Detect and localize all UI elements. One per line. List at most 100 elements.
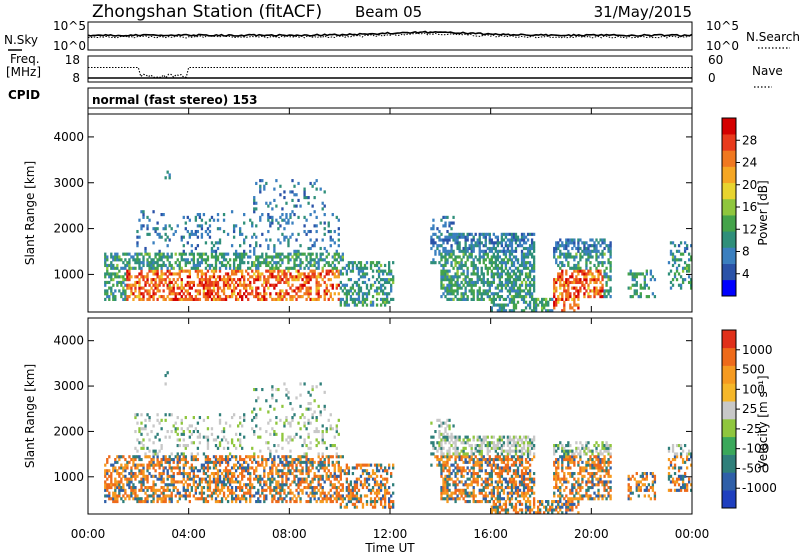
heatmap-cell bbox=[356, 486, 358, 489]
heatmap-cell bbox=[513, 284, 515, 287]
heatmap-cell bbox=[386, 295, 388, 298]
heatmap-cell bbox=[307, 469, 309, 472]
heatmap-cell bbox=[301, 480, 303, 483]
heatmap-cell bbox=[519, 270, 521, 273]
heatmap-cell bbox=[324, 466, 326, 469]
heatmap-cell bbox=[261, 284, 263, 287]
heatmap-cell bbox=[199, 224, 201, 227]
heatmap-cell bbox=[370, 264, 372, 267]
heatmap-cell bbox=[324, 480, 326, 483]
heatmap-cell bbox=[152, 452, 154, 455]
heatmap-cell bbox=[158, 281, 160, 284]
heatmap-cell bbox=[239, 278, 241, 281]
heatmap-cell bbox=[305, 275, 307, 278]
heatmap-cell bbox=[595, 255, 597, 258]
heatmap-cell bbox=[167, 478, 169, 481]
heatmap-cell bbox=[257, 287, 259, 290]
heatmap-cell bbox=[589, 244, 591, 247]
heatmap-cell bbox=[438, 461, 440, 464]
heatmap-cell bbox=[483, 275, 485, 278]
heatmap-cell bbox=[328, 289, 330, 292]
heatmap-cell bbox=[239, 295, 241, 298]
heatmap-cell bbox=[235, 458, 237, 461]
heatmap-cell bbox=[460, 475, 462, 478]
heatmap-cell bbox=[525, 295, 527, 298]
heatmap-cell bbox=[199, 255, 201, 258]
heatmap-cell bbox=[299, 289, 301, 292]
heatmap-cell bbox=[491, 298, 493, 301]
heatmap-cell bbox=[334, 486, 336, 489]
heatmap-cell bbox=[607, 250, 609, 253]
heatmap-cell bbox=[213, 475, 215, 478]
heatmap-cell bbox=[609, 250, 611, 253]
heatmap-cell bbox=[595, 244, 597, 247]
heatmap-cell bbox=[118, 492, 120, 495]
heatmap-cell bbox=[285, 500, 287, 503]
heatmap-cell bbox=[567, 284, 569, 287]
heatmap-cell bbox=[136, 241, 138, 244]
heatmap-cell bbox=[273, 284, 275, 287]
heatmap-cell bbox=[152, 284, 154, 287]
heatmap-cell bbox=[277, 255, 279, 258]
heatmap-cell bbox=[507, 278, 509, 281]
heatmap-cell bbox=[688, 270, 690, 273]
heatmap-cell bbox=[235, 287, 237, 290]
heatmap-cell bbox=[334, 264, 336, 267]
heatmap-cell bbox=[247, 272, 249, 275]
heatmap-cell bbox=[110, 464, 112, 467]
heatmap-cell bbox=[134, 472, 136, 475]
heatmap-cell bbox=[456, 298, 458, 301]
heatmap-cell bbox=[388, 464, 390, 467]
heatmap-cell bbox=[585, 275, 587, 278]
heatmap-cell bbox=[583, 272, 585, 275]
heatmap-cell bbox=[122, 494, 124, 497]
heatmap-cell bbox=[205, 295, 207, 298]
heatmap-cell bbox=[475, 447, 477, 450]
heatmap-cell bbox=[255, 264, 257, 267]
heatmap-cell bbox=[467, 238, 469, 241]
heatmap-cell bbox=[374, 492, 376, 495]
heatmap-cell bbox=[243, 292, 245, 295]
heatmap-cell bbox=[227, 233, 229, 236]
heatmap-cell bbox=[485, 250, 487, 253]
heatmap-cell bbox=[505, 298, 507, 301]
heatmap-cell bbox=[543, 304, 545, 307]
heatmap-cell bbox=[215, 489, 217, 492]
heatmap-cell bbox=[473, 480, 475, 483]
heatmap-cell bbox=[142, 475, 144, 478]
heatmap-cell bbox=[507, 304, 509, 307]
heatmap-cell bbox=[517, 258, 519, 261]
heatmap-cell bbox=[521, 258, 523, 261]
heatmap-cell bbox=[644, 287, 646, 290]
heatmap-cell bbox=[364, 275, 366, 278]
heatmap-cell bbox=[634, 289, 636, 292]
heatmap-cell bbox=[289, 461, 291, 464]
heatmap-cell bbox=[448, 494, 450, 497]
heatmap-cell bbox=[183, 494, 185, 497]
heatmap-cell bbox=[140, 270, 142, 273]
heatmap-cell bbox=[152, 295, 154, 298]
heatmap-cell bbox=[281, 464, 283, 467]
heatmap-cell bbox=[320, 258, 322, 261]
heatmap-cell bbox=[456, 489, 458, 492]
heatmap-cell bbox=[462, 272, 464, 275]
heatmap-cell bbox=[156, 413, 158, 416]
heatmap-cell bbox=[515, 233, 517, 236]
heatmap-cell bbox=[446, 483, 448, 486]
heatmap-cell bbox=[366, 284, 368, 287]
heatmap-cell bbox=[477, 483, 479, 486]
heatmap-cell bbox=[195, 480, 197, 483]
heatmap-cell bbox=[277, 261, 279, 264]
heatmap-cell bbox=[140, 427, 142, 430]
heatmap-cell bbox=[464, 483, 466, 486]
heatmap-cell bbox=[356, 304, 358, 307]
heatmap-cell bbox=[241, 295, 243, 298]
heatmap-cell bbox=[259, 298, 261, 301]
heatmap-cell bbox=[169, 287, 171, 290]
heatmap-cell bbox=[185, 455, 187, 458]
heatmap-cell bbox=[448, 466, 450, 469]
heatmap-cell bbox=[299, 405, 301, 408]
heatmap-cell bbox=[291, 466, 293, 469]
heatmap-cell bbox=[291, 289, 293, 292]
heatmap-cell bbox=[219, 455, 221, 458]
